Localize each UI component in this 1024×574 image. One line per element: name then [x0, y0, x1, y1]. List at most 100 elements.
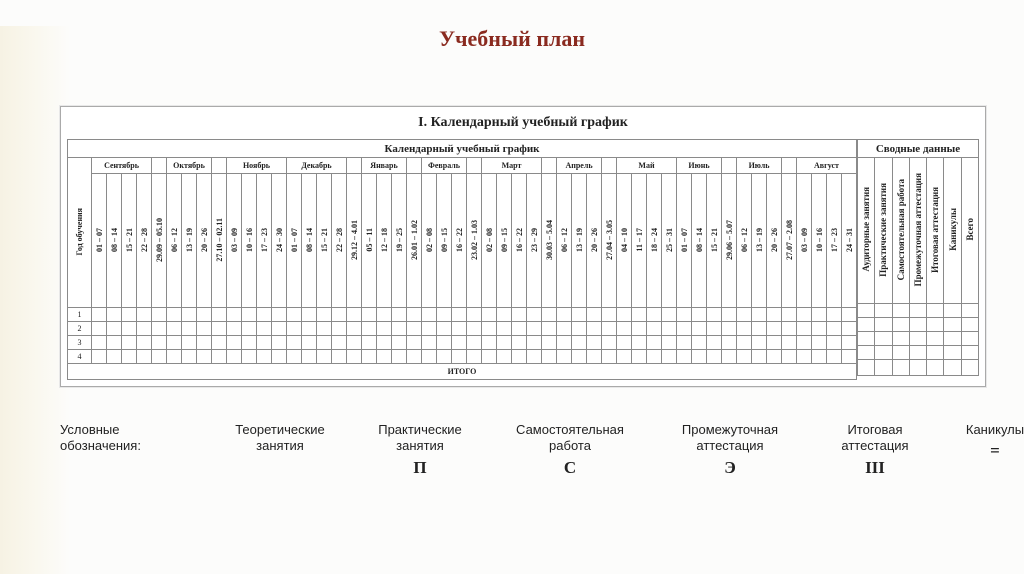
summary-cell [961, 318, 978, 332]
calendar-cell [407, 322, 422, 336]
calendar-cell [812, 308, 827, 322]
calendar-cell [497, 308, 512, 322]
calendar-cell [782, 350, 797, 364]
calendar-cell [752, 322, 767, 336]
calendar-cell [512, 322, 527, 336]
calendar-cell [797, 336, 812, 350]
calendar-cell [362, 336, 377, 350]
week-header: 27.04 – 3.05 [602, 174, 617, 308]
week-header: 08 – 14 [107, 174, 122, 308]
month-header: Июль [737, 158, 782, 174]
calendar-cell [437, 336, 452, 350]
month-header: Апрель [557, 158, 602, 174]
summary-cell [944, 304, 961, 318]
calendar-cell [827, 308, 842, 322]
calendar-cell [347, 308, 362, 322]
summary-footer-cell [892, 360, 909, 376]
legend-label: Условныеобозначения: [60, 422, 210, 455]
calendar-cell [587, 322, 602, 336]
calendar-cell [362, 322, 377, 336]
calendar-cell [842, 350, 857, 364]
calendar-cell [257, 322, 272, 336]
calendar-cell [92, 350, 107, 364]
calendar-cell [122, 308, 137, 322]
calendar-table: Календарный учебный графикГод обученияСе… [67, 139, 857, 380]
itogo-label: ИТОГО [68, 364, 857, 380]
calendar-cell [797, 350, 812, 364]
calendar-cell [527, 308, 542, 322]
month-header [152, 158, 167, 174]
summary-footer-cell [927, 360, 944, 376]
week-header: 13 – 19 [752, 174, 767, 308]
month-header: Декабрь [287, 158, 347, 174]
calendar-cell [767, 308, 782, 322]
summary-cell [961, 346, 978, 360]
calendar-cell [572, 308, 587, 322]
year-row-number: 3 [68, 336, 92, 350]
calendar-cell [122, 350, 137, 364]
calendar-cell [197, 322, 212, 336]
calendar-cell [587, 350, 602, 364]
legend-symbol: Э [650, 457, 810, 478]
week-header: 03 – 09 [797, 174, 812, 308]
summary-cell [961, 332, 978, 346]
calendar-cell [197, 308, 212, 322]
calendar-cell [422, 322, 437, 336]
week-header: 15 – 21 [317, 174, 332, 308]
week-header: 26.01 – 1.02 [407, 174, 422, 308]
year-study-header: Год обучения [68, 158, 92, 308]
calendar-cell [107, 336, 122, 350]
calendar-cell [812, 322, 827, 336]
summary-cell [927, 332, 944, 346]
summary-table: Сводные данныеАудиторные занятияПрактиче… [857, 139, 979, 376]
week-header: 16 – 22 [512, 174, 527, 308]
calendar-cell [707, 322, 722, 336]
calendar-cell [647, 308, 662, 322]
calendar-cell [302, 336, 317, 350]
week-header: 22 – 28 [332, 174, 347, 308]
month-header [542, 158, 557, 174]
calendar-cell [482, 308, 497, 322]
calendar-cell [407, 308, 422, 322]
month-header [212, 158, 227, 174]
summary-column-header: Всего [961, 158, 978, 304]
calendar-cell [287, 336, 302, 350]
calendar-cell [272, 322, 287, 336]
week-header: 27.10 – 02.11 [212, 174, 227, 308]
calendar-cell [197, 336, 212, 350]
calendar-cell [737, 350, 752, 364]
calendar-cell [467, 336, 482, 350]
calendar-cell [617, 322, 632, 336]
calendar-cell [437, 350, 452, 364]
month-header: Октябрь [167, 158, 212, 174]
calendar-cell [227, 336, 242, 350]
summary-cell [858, 318, 875, 332]
calendar-cell [812, 336, 827, 350]
summary-cell [892, 304, 909, 318]
calendar-cell [692, 308, 707, 322]
week-header: 25 – 31 [662, 174, 677, 308]
calendar-cell [332, 336, 347, 350]
week-header: 08 – 14 [692, 174, 707, 308]
calendar-cell [272, 308, 287, 322]
calendar-cell [737, 336, 752, 350]
calendar-cell [392, 308, 407, 322]
calendar-cell [767, 336, 782, 350]
calendar-cell [167, 308, 182, 322]
month-header [602, 158, 617, 174]
calendar-cell [347, 350, 362, 364]
calendar-cell [527, 336, 542, 350]
calendar-cell [542, 350, 557, 364]
calendar-cell [302, 350, 317, 364]
month-header: Сентябрь [92, 158, 152, 174]
calendar-cell [782, 322, 797, 336]
calendar-cell [107, 322, 122, 336]
legend-symbol: С [490, 457, 650, 478]
week-header: 29.06 – 5.07 [722, 174, 737, 308]
calendar-cell [677, 322, 692, 336]
calendar-cell [452, 336, 467, 350]
calendar-cell [422, 350, 437, 364]
calendar-cell [467, 350, 482, 364]
calendar-cell [512, 350, 527, 364]
week-header: 13 – 19 [572, 174, 587, 308]
